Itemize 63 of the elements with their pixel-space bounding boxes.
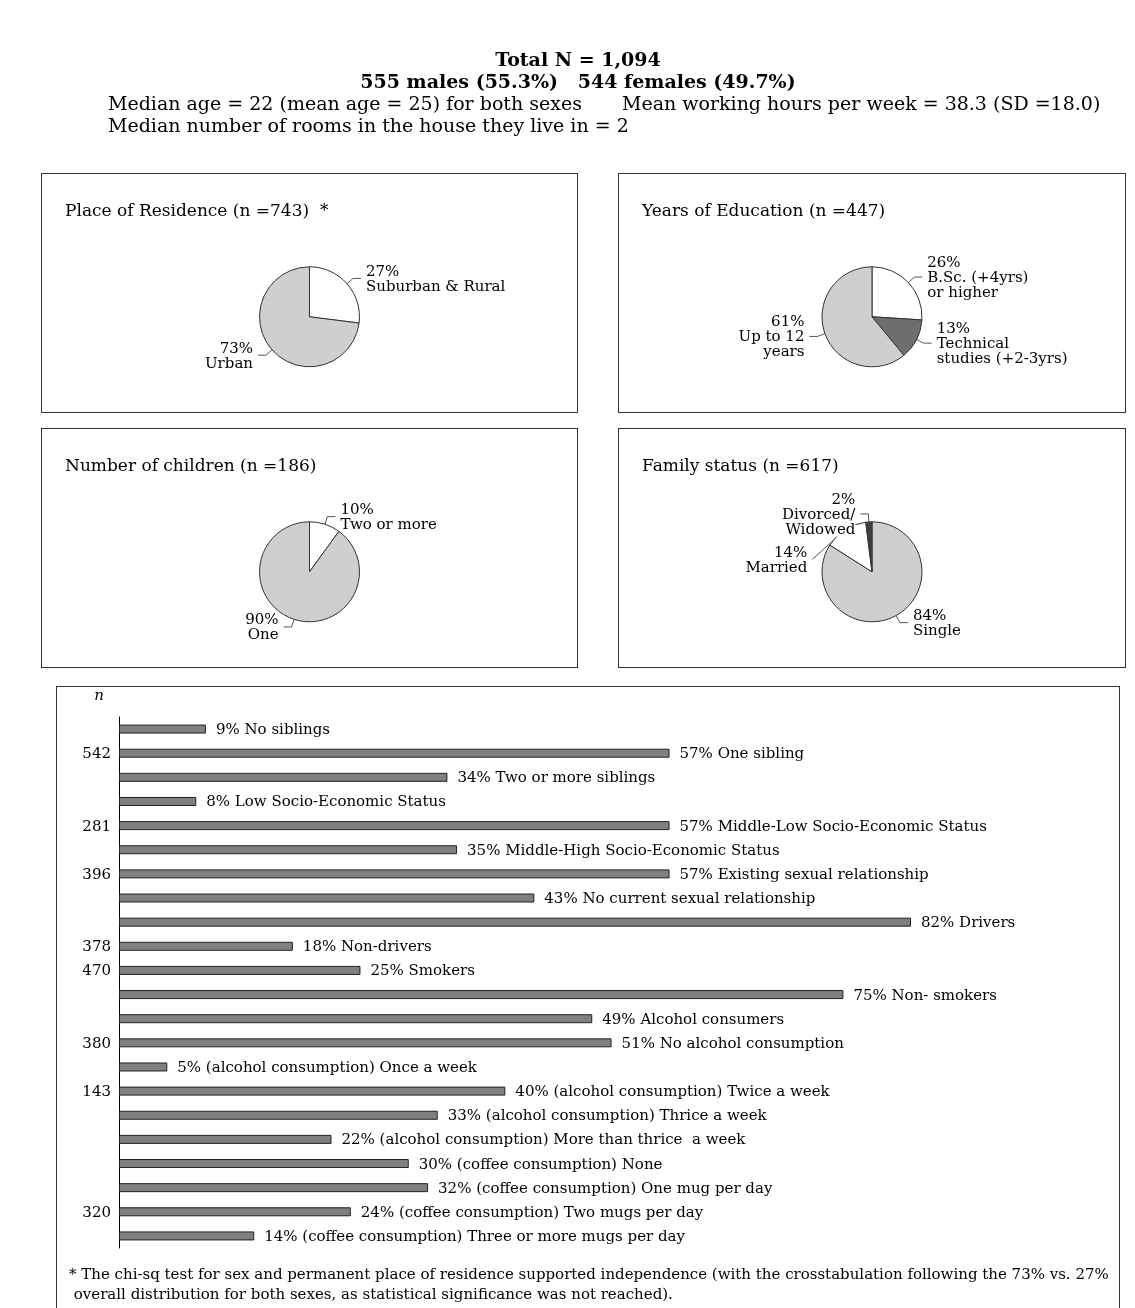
data-label: 30% (coffee consumption) None (418, 1154, 663, 1173)
data-label: 57% Existing sexual relationship (679, 864, 929, 883)
data-label: 40% (alcohol consumption) Twice a week (515, 1082, 831, 1101)
data-label: 57% Middle-Low Socio-Economic Status (679, 816, 987, 835)
data-label: 18% Non-drivers (302, 937, 432, 956)
data-label: 5% (alcohol consumption) Once a week (177, 1057, 478, 1076)
bar (119, 1062, 168, 1072)
data-label: 51% No alcohol consumption (621, 1033, 845, 1052)
data-label: 9% No siblings (215, 720, 331, 739)
y-tick-label: 320 (82, 1202, 111, 1221)
data-label: 82% Drivers (921, 913, 1016, 932)
data-label: 8% Low Socio-Economic Status (206, 792, 446, 811)
bar (119, 893, 535, 903)
chart-title: Number of children (n =186) (65, 454, 317, 475)
data-label: 75% Non- smokers (853, 985, 997, 1004)
bar (119, 990, 844, 1000)
y-tick-label: 143 (82, 1082, 111, 1101)
bar (119, 941, 293, 951)
data-label: 43% No current sexual relationship (544, 889, 816, 908)
data-label: 25% Smokers (370, 961, 475, 980)
y-tick-label: 380 (82, 1033, 111, 1052)
text: * The chi-sq test for sex and permanent place of residence supported independence (with the crosstabulation following the 73% vs. 27% overall distribution for both sexes, as statistical significance was not reached). (69, 1265, 1109, 1303)
bar (119, 869, 670, 879)
chart-title: Years of Education (n =447) (641, 199, 886, 220)
text: 555 males (55.3%) 544 females (49.7%) (359, 70, 797, 92)
data-label: 24% (coffee consumption) Two mugs per day (360, 1202, 704, 1221)
text: Mean working hours per week = 38.3 (SD =18.0) (621, 92, 1101, 114)
bar (119, 1014, 593, 1024)
data-label: 35% Middle-High Socio-Economic Status (467, 840, 780, 859)
bar (119, 796, 197, 806)
bar (119, 772, 448, 782)
bar (119, 1110, 438, 1120)
y-tick-label: 542 (82, 744, 111, 763)
y-axis-title: n (94, 685, 104, 704)
y-tick-label: 378 (82, 937, 111, 956)
y-tick-label: 470 (82, 961, 111, 980)
text: Total N = 1,094 (494, 48, 662, 70)
bar (119, 1134, 332, 1144)
y-tick-label: 396 (82, 864, 111, 883)
data-label: 22% (alcohol consumption) More than thrice a week (341, 1130, 747, 1149)
chart-title: Family status (n =617) (642, 454, 839, 475)
text: Median number of rooms in the house they live in = 2 (108, 114, 630, 136)
data-label: 32% (coffee consumption) One mug per day (438, 1178, 773, 1197)
data-label: 49% Alcohol consumers (602, 1009, 785, 1028)
bar (119, 965, 361, 975)
bar (119, 917, 911, 927)
bar (119, 1231, 255, 1241)
bar (119, 1207, 351, 1217)
data-label: 34% Two or more siblings (457, 768, 656, 787)
bar (119, 1086, 506, 1096)
y-tick-label: 281 (82, 816, 111, 835)
data-label: 14% (coffee consumption) Three or more mugs per day (264, 1226, 686, 1245)
text: Median age = 22 (mean age = 25) for both sexes (108, 92, 582, 114)
bar (119, 845, 458, 855)
data-label: 57% One sibling (679, 744, 805, 763)
bar (119, 1038, 612, 1048)
data-label: 33% (alcohol consumption) Thrice a week (447, 1106, 768, 1125)
bar (119, 821, 670, 831)
bar (119, 748, 670, 758)
bar (119, 1159, 409, 1169)
bar (119, 724, 206, 734)
chart-title: Place of Residence (n =743) * (65, 199, 329, 220)
bar (119, 1183, 429, 1193)
